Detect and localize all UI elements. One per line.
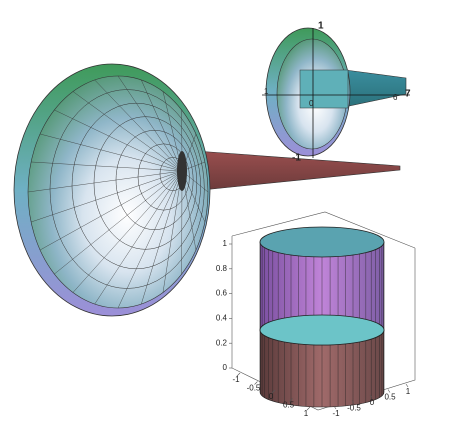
axis-label: 7 bbox=[405, 89, 411, 100]
z-tick-label: 0 bbox=[223, 363, 228, 372]
tick bbox=[405, 383, 409, 388]
x-tick-label: 0.5 bbox=[283, 401, 295, 410]
small-horn: 1 -1 1 0 6 7 bbox=[262, 21, 411, 164]
axis-label: 1 bbox=[318, 21, 324, 32]
tick bbox=[289, 398, 293, 402]
tick bbox=[351, 400, 355, 404]
cylinder-plot bbox=[231, 211, 416, 411]
z-tick-label: 1 bbox=[223, 239, 228, 248]
cylinder-top bbox=[259, 226, 385, 258]
z-tick-label: 0.4 bbox=[216, 314, 228, 323]
grid-ray bbox=[72, 170, 183, 293]
tick bbox=[369, 394, 373, 399]
axis-label: 6 bbox=[393, 93, 398, 102]
tick bbox=[271, 389, 276, 394]
box bbox=[231, 211, 416, 249]
axis-label: 1 bbox=[264, 87, 269, 96]
grid-ray bbox=[141, 170, 183, 305]
tick bbox=[387, 389, 391, 393]
x-tick-label: -0.5 bbox=[247, 384, 261, 393]
grid-ray bbox=[162, 170, 183, 293]
grid-ray bbox=[40, 133, 183, 172]
grid-ray bbox=[94, 170, 183, 305]
cylinder-disc bbox=[259, 314, 385, 346]
y-tick-label: -0.5 bbox=[347, 404, 361, 413]
grid-ray bbox=[94, 79, 183, 172]
tick bbox=[306, 406, 311, 411]
y-tick-label: -1 bbox=[332, 409, 340, 418]
grid-ray bbox=[39, 170, 183, 251]
tick bbox=[236, 372, 241, 377]
y-tick-label: 0 bbox=[370, 398, 375, 407]
z-tick-label: 0.8 bbox=[216, 264, 228, 273]
z-tick-label: 0.6 bbox=[216, 289, 228, 298]
horn-tube bbox=[181, 149, 401, 193]
grid-ray bbox=[27, 170, 183, 193]
grid-ray bbox=[54, 170, 183, 275]
horn-throat bbox=[177, 151, 187, 191]
grid-ray bbox=[54, 109, 183, 172]
tick bbox=[333, 405, 337, 410]
big-horn bbox=[13, 63, 401, 317]
axis-label: -1 bbox=[292, 153, 301, 164]
box bbox=[231, 236, 416, 411]
small-core bbox=[299, 69, 349, 109]
grid-ray bbox=[31, 161, 183, 172]
tick bbox=[254, 381, 258, 385]
grid-ray bbox=[31, 170, 183, 223]
grid-ray bbox=[72, 91, 183, 172]
y-tick-label: 0.5 bbox=[384, 393, 396, 402]
horn-inner bbox=[27, 75, 209, 309]
y-tick-label: 1 bbox=[406, 387, 411, 396]
z-tick-label: 0.2 bbox=[216, 338, 228, 347]
x-tick-label: -1 bbox=[232, 375, 240, 384]
x-tick-label: 1 bbox=[304, 409, 309, 418]
grid-ray bbox=[141, 79, 183, 172]
x-tick-label: 0 bbox=[269, 392, 274, 401]
horn-grid bbox=[27, 75, 209, 309]
grid-ray bbox=[117, 170, 183, 309]
axis-label: 0 bbox=[309, 99, 314, 108]
grid-ray bbox=[117, 75, 183, 172]
